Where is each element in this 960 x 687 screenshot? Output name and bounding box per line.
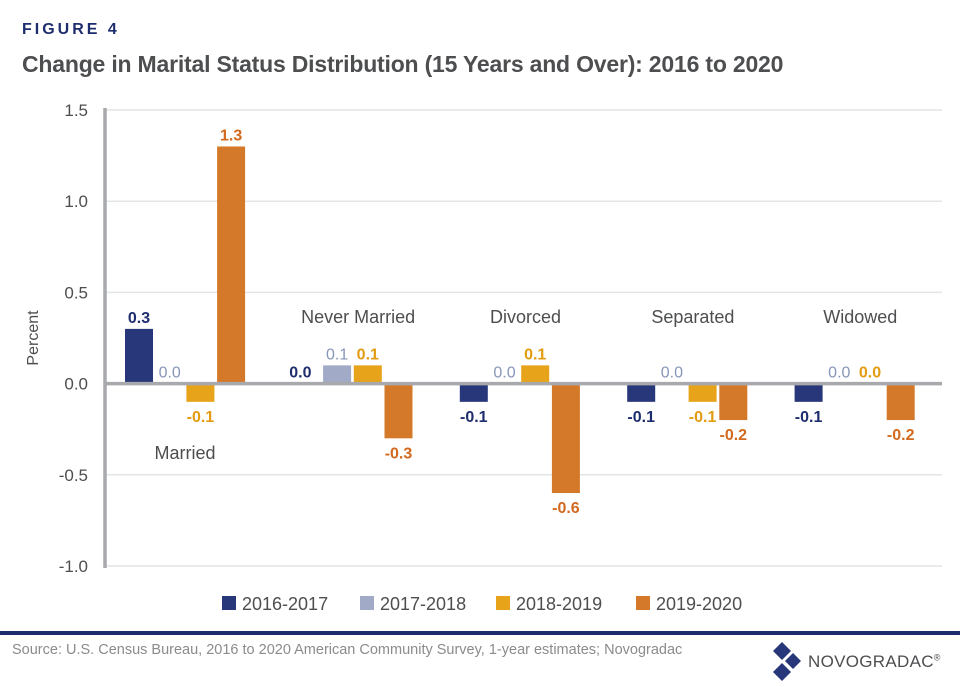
registered-mark: ® [933, 652, 941, 663]
logo-text: NOVOGRADAC® [808, 652, 941, 672]
y-tick-label: 1.5 [64, 101, 88, 120]
bar [794, 383, 823, 402]
bar [459, 383, 488, 402]
bar [323, 365, 352, 384]
figure-label: FIGURE 4 [22, 21, 120, 38]
legend-label: 2019-2020 [656, 594, 742, 614]
legend-label: 2017-2018 [380, 594, 466, 614]
data-label: 0.0 [493, 365, 515, 382]
bar [688, 383, 717, 402]
bar [521, 365, 550, 384]
data-label: -0.1 [627, 409, 655, 426]
bar [125, 328, 153, 384]
bar [551, 383, 580, 494]
data-label: 0.1 [524, 346, 546, 363]
legend-label: 2016-2017 [242, 594, 328, 614]
legend-label: 2018-2019 [516, 594, 602, 614]
data-label: -0.1 [795, 409, 823, 426]
category-label: Separated [651, 307, 734, 327]
y-axis-title: Percent [25, 310, 42, 366]
chart-title: Change in Marital Status Distribution (1… [22, 51, 784, 77]
data-label: 0.0 [859, 365, 881, 382]
footer-divider [0, 631, 960, 635]
bar [217, 146, 246, 384]
legend-swatch [496, 596, 510, 610]
y-tick-label: -1.0 [59, 557, 88, 576]
bar [719, 383, 748, 421]
bars [125, 146, 915, 494]
bar [353, 365, 382, 384]
diamond-logo-icon [773, 642, 801, 681]
category-label: Divorced [490, 307, 561, 327]
data-label: 0.0 [289, 365, 311, 382]
data-label: -0.1 [689, 409, 717, 426]
y-tick-label: 1.0 [64, 192, 88, 211]
data-label: -0.1 [460, 409, 488, 426]
data-label: -0.2 [720, 427, 748, 444]
category-label: Never Married [301, 307, 415, 327]
bar [627, 383, 656, 402]
data-label: -0.1 [187, 409, 215, 426]
legend-swatch [222, 596, 236, 610]
data-label: 0.0 [828, 365, 850, 382]
category-label: Widowed [823, 307, 897, 327]
data-label: 0.1 [357, 346, 379, 363]
data-label: 0.0 [159, 365, 181, 382]
data-labels: 0.3 0.0 -0.1 -0.1 -0.1 0.0 0.1 0.0 0.0 0.0 -0.1 0.1… [128, 127, 915, 517]
axes: 1.5 1.0 0.5 0.0 -0.5 -1.0 Percent [25, 101, 942, 576]
legend-swatch [636, 596, 650, 610]
category-label: Married [154, 443, 215, 463]
data-label: -0.2 [887, 427, 915, 444]
data-label: 0.3 [128, 310, 150, 327]
data-label: -0.3 [385, 445, 413, 462]
source-note: Source: U.S. Census Bureau, 2016 to 2020… [12, 642, 683, 658]
bar [886, 383, 915, 421]
legend: 2016-2017 2017-2018 2018-2019 2019-2020 [222, 594, 742, 614]
data-label: 0.1 [326, 346, 348, 363]
bar [384, 383, 413, 439]
y-tick-label: -0.5 [59, 466, 88, 485]
bar [186, 383, 215, 402]
novogradac-logo: NOVOGRADAC® [770, 642, 941, 682]
y-tick-label: 0.5 [64, 283, 88, 302]
y-tick-label: 0.0 [64, 375, 88, 394]
data-label: -0.6 [552, 500, 580, 517]
data-label: 0.0 [661, 365, 683, 382]
data-label: 1.3 [220, 127, 242, 144]
logo-wordmark: NOVOGRADAC [808, 652, 934, 671]
legend-swatch [360, 596, 374, 610]
